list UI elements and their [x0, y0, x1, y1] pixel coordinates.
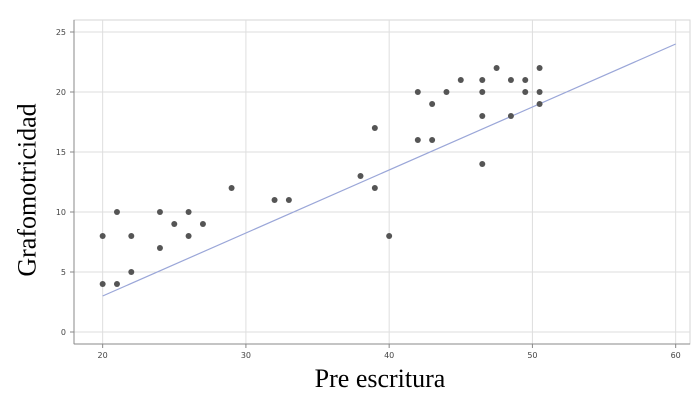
- data-point: [113, 209, 120, 215]
- data-point: [99, 281, 106, 287]
- data-point: [371, 125, 378, 131]
- y-tick-label: 5: [61, 268, 66, 277]
- data-point: [414, 89, 421, 95]
- y-tick-label: 10: [56, 208, 66, 217]
- data-point: [536, 89, 543, 95]
- data-point: [156, 209, 163, 215]
- y-axis-label: Grafomotricidad: [13, 103, 43, 277]
- data-point: [429, 137, 436, 143]
- data-point: [479, 113, 486, 119]
- x-tick-label: 50: [527, 351, 537, 360]
- data-point: [357, 173, 364, 179]
- data-point: [128, 233, 135, 239]
- data-point: [185, 233, 192, 239]
- data-point: [429, 101, 436, 107]
- data-point: [113, 281, 120, 287]
- data-point: [271, 197, 278, 203]
- plot-frame: [73, 19, 691, 345]
- data-point: [536, 65, 543, 71]
- x-tick-label: 30: [241, 351, 251, 360]
- data-point: [414, 137, 421, 143]
- data-point: [199, 221, 206, 227]
- y-tick-label: 20: [56, 88, 66, 97]
- data-point: [493, 65, 500, 71]
- data-point: [522, 77, 529, 83]
- data-point: [479, 89, 486, 95]
- data-point: [185, 209, 192, 215]
- data-point: [156, 245, 163, 251]
- data-point: [479, 161, 486, 167]
- x-axis-label: Pre escritura: [314, 364, 446, 393]
- y-tick-label: 25: [56, 28, 66, 37]
- data-point: [457, 77, 464, 83]
- y-axis-label-wrap: Grafomotricidad: [8, 40, 48, 340]
- fit-line: [102, 43, 676, 297]
- data-point: [536, 101, 543, 107]
- data-point: [285, 197, 292, 203]
- data-point: [443, 89, 450, 95]
- data-point: [128, 269, 135, 275]
- x-tick-label: 40: [384, 351, 394, 360]
- y-tick-label: 0: [61, 328, 66, 337]
- data-point: [228, 185, 235, 191]
- data-point: [522, 89, 529, 95]
- x-tick-label: 60: [671, 351, 681, 360]
- data-point: [386, 233, 393, 239]
- data-point: [507, 113, 514, 119]
- data-point: [371, 185, 378, 191]
- data-point: [507, 77, 514, 83]
- y-tick-label: 15: [56, 148, 66, 157]
- data-point: [99, 233, 106, 239]
- x-tick-label: 20: [98, 351, 108, 360]
- data-point: [479, 77, 486, 83]
- data-point: [171, 221, 178, 227]
